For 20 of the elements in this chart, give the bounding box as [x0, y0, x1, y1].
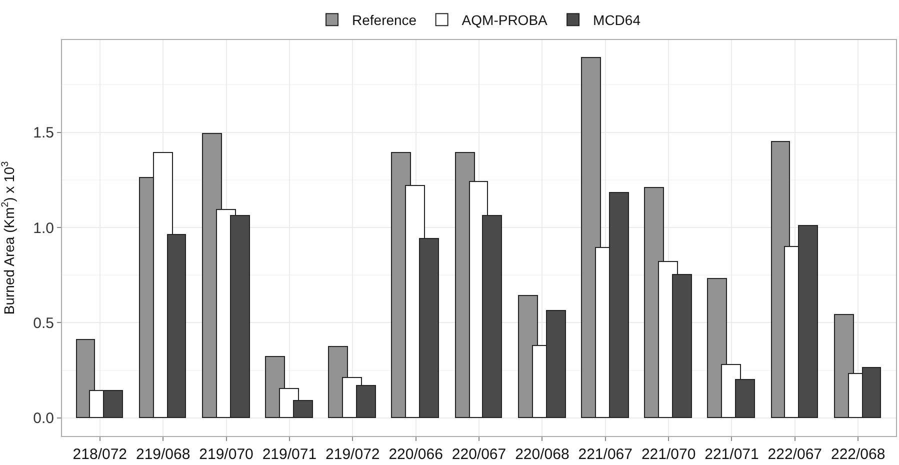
x-tick-label: 222/067 — [768, 446, 822, 463]
x-tick-label: 221/067 — [578, 446, 632, 463]
x-tick-label: 219/071 — [262, 446, 317, 463]
x-tick-label: 220/067 — [452, 446, 506, 463]
x-tick-label: 220/068 — [515, 446, 570, 463]
x-tick-label: 218/072 — [72, 446, 128, 463]
legend-label: AQM-PROBA — [462, 12, 548, 28]
legend-label: MCD64 — [593, 12, 641, 28]
y-tick-label: 0.5 — [33, 314, 54, 332]
x-tick-label: 221/071 — [704, 446, 759, 463]
x-tick-label: 219/072 — [326, 446, 380, 463]
x-tick-label: 220/066 — [388, 446, 443, 463]
y-tick-label: 1.0 — [33, 220, 54, 237]
x-tick-label: 219/068 — [136, 446, 190, 463]
y-tick-label: 0.0 — [33, 410, 54, 428]
x-tick-label: 221/070 — [641, 446, 696, 463]
legend-label: Reference — [352, 12, 417, 28]
x-tick-label: 222/068 — [830, 446, 886, 463]
x-tick-label: 219/070 — [199, 446, 254, 463]
y-tick-label: 1.5 — [33, 124, 54, 142]
